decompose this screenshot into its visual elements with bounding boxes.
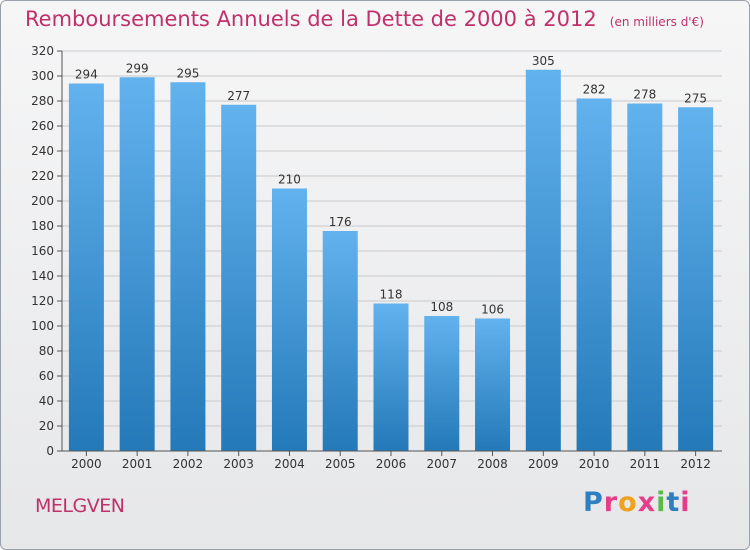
data-label-2009: 305 <box>532 54 555 68</box>
x-tick-label-2002: 2002 <box>173 457 204 471</box>
x-tick-label-2010: 2010 <box>579 457 610 471</box>
y-tick-label: 20 <box>39 419 54 433</box>
data-label-2002: 295 <box>176 66 199 80</box>
chart-title-main: Remboursements Annuels de la Dette de 20… <box>25 7 597 31</box>
logo-letter: x <box>637 487 657 518</box>
x-tick-label-2005: 2005 <box>325 457 356 471</box>
bar-2011 <box>627 103 663 451</box>
y-tick-label: 40 <box>39 394 54 408</box>
y-tick-label: 0 <box>46 444 54 458</box>
y-tick-label: 180 <box>31 219 54 233</box>
data-label-2012: 275 <box>684 91 707 105</box>
data-label-2010: 282 <box>583 83 606 97</box>
proxiti-logo[interactable]: Proxiti <box>583 487 691 518</box>
x-tick-label-2006: 2006 <box>376 457 407 471</box>
data-label-2011: 278 <box>633 88 656 102</box>
y-tick-label: 200 <box>31 194 54 208</box>
bar-2009 <box>525 69 561 451</box>
x-tick-label-2001: 2001 <box>122 457 153 471</box>
x-tick-label-2012: 2012 <box>680 457 711 471</box>
data-label-2000: 294 <box>75 68 98 82</box>
y-tick-label: 260 <box>31 119 54 133</box>
data-label-2008: 106 <box>481 303 504 317</box>
data-label-2007: 108 <box>430 300 453 314</box>
bar-2007 <box>424 316 460 451</box>
data-label-2005: 176 <box>329 215 352 229</box>
bar-2008 <box>475 318 511 451</box>
x-tick-label-2007: 2007 <box>426 457 457 471</box>
logo-letter: i <box>656 487 667 518</box>
bar-2002 <box>170 82 206 451</box>
x-tick-label-2004: 2004 <box>274 457 305 471</box>
bar-2000 <box>68 83 104 451</box>
logo-letter: o <box>618 487 638 518</box>
y-tick-label: 140 <box>31 269 54 283</box>
y-tick-label: 320 <box>31 44 54 58</box>
logo-letter: r <box>603 487 619 518</box>
bar-2001 <box>119 77 155 451</box>
y-tick-label: 160 <box>31 244 54 258</box>
data-label-2001: 299 <box>126 61 149 75</box>
y-tick-label: 120 <box>31 294 54 308</box>
y-tick-label: 80 <box>39 344 54 358</box>
bar-2005 <box>322 231 358 451</box>
town-name: MELGVEN <box>35 495 125 517</box>
logo-letter: P <box>583 487 604 518</box>
x-tick-label-2009: 2009 <box>528 457 559 471</box>
logo-letter: i <box>680 487 691 518</box>
x-tick-label-2000: 2000 <box>71 457 102 471</box>
data-label-2003: 277 <box>227 89 250 103</box>
y-tick-label: 300 <box>31 69 54 83</box>
y-tick-label: 280 <box>31 94 54 108</box>
x-tick-label-2011: 2011 <box>630 457 661 471</box>
y-tick-label: 100 <box>31 319 54 333</box>
bar-2004 <box>271 188 307 451</box>
data-label-2006: 118 <box>380 288 403 302</box>
y-tick-label: 220 <box>31 169 54 183</box>
bar-2012 <box>678 107 714 451</box>
bar-2006 <box>373 303 409 451</box>
chart-title-unit: (en milliers d'€) <box>609 15 704 29</box>
data-label-2004: 210 <box>278 173 301 187</box>
bar-2003 <box>221 104 257 451</box>
x-tick-label-2008: 2008 <box>477 457 508 471</box>
y-tick-label: 240 <box>31 144 54 158</box>
y-tick-label: 60 <box>39 369 54 383</box>
chart-title: Remboursements Annuels de la Dette de 20… <box>25 7 704 31</box>
x-tick-label-2003: 2003 <box>223 457 254 471</box>
logo-letter: t <box>666 487 681 518</box>
bar-2010 <box>576 98 612 451</box>
